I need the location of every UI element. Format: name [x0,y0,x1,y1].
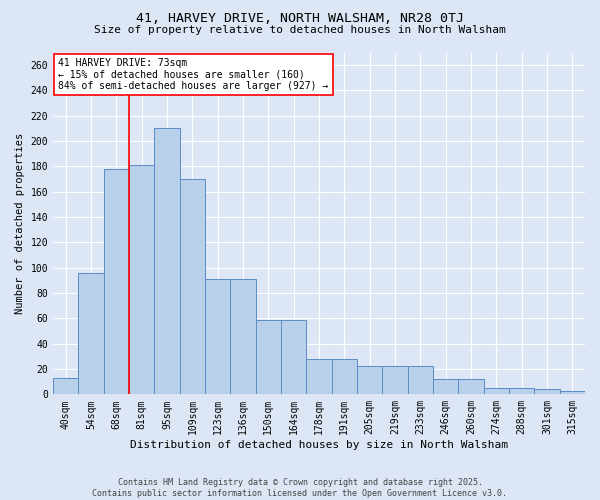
Bar [458,379,484,394]
Y-axis label: Number of detached properties: Number of detached properties [15,133,25,314]
Bar [205,279,230,394]
Bar [407,366,433,394]
Text: Contains HM Land Registry data © Crown copyright and database right 2025.
Contai: Contains HM Land Registry data © Crown c… [92,478,508,498]
Bar [535,390,560,394]
Bar [79,273,104,394]
Bar [357,366,382,394]
X-axis label: Distribution of detached houses by size in North Walsham: Distribution of detached houses by size … [130,440,508,450]
Bar [281,320,307,394]
Bar [53,378,79,394]
Bar [154,128,179,394]
Text: 41 HARVEY DRIVE: 73sqm
← 15% of detached houses are smaller (160)
84% of semi-de: 41 HARVEY DRIVE: 73sqm ← 15% of detached… [58,58,329,91]
Bar [230,279,256,394]
Bar [179,179,205,394]
Bar [382,366,407,394]
Bar [129,165,154,394]
Bar [509,388,535,394]
Text: 41, HARVEY DRIVE, NORTH WALSHAM, NR28 0TJ: 41, HARVEY DRIVE, NORTH WALSHAM, NR28 0T… [136,12,464,26]
Bar [256,320,281,394]
Bar [560,390,585,394]
Bar [332,359,357,394]
Bar [433,379,458,394]
Bar [307,359,332,394]
Bar [484,388,509,394]
Text: Size of property relative to detached houses in North Walsham: Size of property relative to detached ho… [94,25,506,35]
Bar [104,169,129,394]
